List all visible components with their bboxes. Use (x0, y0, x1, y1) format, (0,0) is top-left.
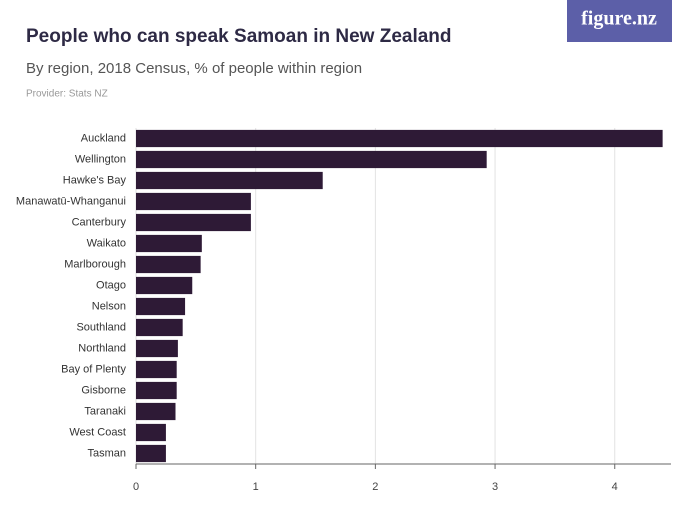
y-tick-label: Northland (78, 342, 126, 354)
y-tick-label: Manawatū-Whanganui (16, 195, 126, 207)
bar (136, 444, 166, 463)
bar (136, 402, 176, 421)
x-tick-label: 3 (492, 481, 498, 493)
bar (136, 276, 193, 295)
chart-title: People who can speak Samoan in New Zeala… (26, 26, 452, 47)
bar (136, 360, 177, 379)
y-tick-label: Canterbury (72, 216, 127, 228)
bar (136, 171, 323, 190)
bar (136, 150, 487, 169)
y-tick-label: Taranaki (84, 405, 126, 417)
y-tick-label: Gisborne (81, 384, 126, 396)
logo: figure.nz (581, 8, 657, 30)
x-tick-label: 4 (612, 481, 618, 493)
y-tick-label: West Coast (69, 426, 126, 438)
y-tick-label: Otago (96, 279, 126, 291)
y-tick-label: Waikato (87, 237, 126, 249)
logo-box (567, 0, 672, 42)
y-tick-label: Southland (76, 321, 126, 333)
y-tick-label: Marlborough (64, 258, 126, 270)
y-tick-label: Auckland (81, 132, 126, 144)
bar (136, 318, 183, 337)
x-tick-label: 1 (253, 481, 259, 493)
bar (136, 213, 251, 232)
y-tick-label: Tasman (87, 447, 126, 459)
x-tick-label: 0 (133, 481, 139, 493)
bar (136, 192, 251, 211)
x-tick-label: 2 (372, 481, 378, 493)
y-tick-label: Hawke's Bay (63, 174, 127, 186)
bar (136, 423, 166, 442)
y-tick-label: Wellington (75, 153, 126, 165)
bar (136, 255, 201, 274)
bar (136, 339, 178, 358)
bar (136, 129, 663, 148)
bar (136, 297, 186, 316)
bar (136, 234, 202, 253)
provider: Provider: Stats NZ (26, 89, 108, 100)
bar (136, 381, 177, 400)
chart-subtitle: By region, 2018 Census, % of people with… (26, 60, 362, 77)
y-tick-label: Nelson (92, 300, 126, 312)
y-tick-label: Bay of Plenty (61, 363, 126, 375)
